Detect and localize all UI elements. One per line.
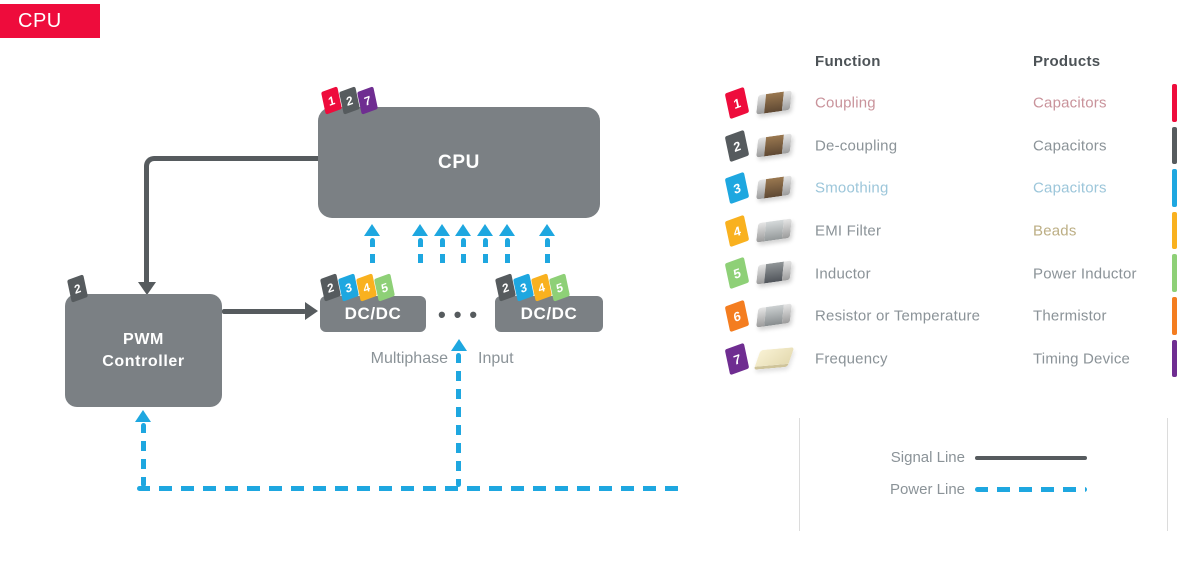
dcdc-right-label: DC/DC (520, 304, 578, 323)
arrow-up-icon (364, 224, 380, 236)
arrow-up-icon (477, 224, 493, 236)
power-line-dash (369, 238, 375, 270)
capacitor-icon (756, 132, 792, 158)
arrow-up-icon (412, 224, 428, 236)
power-arrow-dcdc-to-cpu (477, 224, 493, 270)
dcdc-left-block: DC/DC (320, 296, 426, 332)
signal-line-pwm-to-dcdc (222, 309, 306, 314)
power-line-dash (504, 238, 510, 270)
function-link[interactable]: Smoothing (815, 179, 889, 197)
pwm-controller-label: PWM Controller (102, 330, 185, 370)
power-line-bus (137, 486, 680, 491)
legend-row-frequency: 7 Frequency Timing Device (724, 338, 1180, 381)
arrow-up-icon (451, 339, 467, 351)
pwm-controller-block: PWM Controller (65, 294, 222, 407)
dcdc-right-block: DC/DC (495, 296, 603, 332)
multiphase-label: Multiphase (370, 350, 448, 367)
legend-divider-right (1167, 418, 1168, 531)
power-arrow-dcdc-to-cpu (412, 224, 428, 270)
product-label: Timing Device (1033, 350, 1131, 368)
power-arrow-dcdc-to-cpu (499, 224, 515, 270)
function-label: Frequency (815, 350, 888, 368)
bead-icon (756, 218, 792, 243)
function-label: De-coupling (815, 137, 898, 155)
legend-row-smoothing: 3 Smoothing Capacitors (724, 167, 1180, 210)
legend-row-coupling: 1 Coupling Capacitors (724, 82, 1180, 125)
row-color-bar (1172, 84, 1177, 122)
product-label: Capacitors (1033, 137, 1107, 155)
power-arrow-dcdc-to-cpu (455, 224, 471, 270)
function-label: EMI Filter (815, 222, 882, 240)
products-column-header: Products (1033, 53, 1101, 70)
legend-divider-left (799, 418, 800, 531)
arrow-up-icon (135, 410, 151, 422)
product-link[interactable]: Beads (1033, 222, 1077, 240)
power-line-dash (482, 238, 488, 270)
function-label: Inductor (815, 265, 871, 283)
page-title: CPU (0, 4, 100, 38)
power-line-to-pwm (141, 423, 146, 487)
timing-device-icon (753, 346, 795, 370)
legend-tag-1: 1 (724, 86, 750, 120)
legend-tag-5: 5 (724, 257, 750, 290)
legend-row-emi-filter: 4 EMI Filter Beads (724, 210, 1180, 253)
legend-row-inductor: 5 Inductor Power Inductor (724, 252, 1180, 295)
row-color-bar (1172, 254, 1177, 292)
arrow-up-icon (499, 224, 515, 236)
row-color-bar (1172, 126, 1177, 165)
row-color-bar (1172, 296, 1177, 335)
product-label: Thermistor (1033, 307, 1107, 325)
thermistor-icon (756, 303, 792, 328)
legend-tag-2: 2 (724, 129, 750, 162)
dcdc-left-label: DC/DC (344, 304, 402, 323)
function-label[interactable]: Coupling (815, 94, 876, 112)
arrow-right-icon (305, 302, 318, 320)
legend-row-de-coupling: 2 De-coupling Capacitors (724, 125, 1180, 168)
signal-line-cpu-to-pwm (144, 156, 320, 284)
cpu-block: CPU (318, 107, 600, 218)
arrow-up-icon (455, 224, 471, 236)
product-link[interactable]: Capacitors (1033, 94, 1107, 112)
product-label: Power Inductor (1033, 265, 1137, 283)
input-label: Input (478, 350, 514, 367)
arrow-down-icon (138, 282, 156, 295)
product-link[interactable]: Capacitors (1033, 179, 1107, 197)
row-color-bar (1172, 169, 1177, 207)
arrow-up-icon (434, 224, 450, 236)
row-color-bar (1172, 211, 1177, 250)
row-color-bar (1172, 339, 1177, 378)
legend-table: 1 Coupling Capacitors 2 De-coupling Capa… (724, 82, 1180, 381)
dcdc-ellipsis: ••• (438, 302, 486, 327)
power-arrow-dcdc-to-cpu (434, 224, 450, 270)
inductor-icon (756, 260, 792, 285)
capacitor-icon (756, 90, 792, 115)
function-label: Resistor or Temperature (815, 307, 981, 325)
power-arrow-dcdc-to-cpu (364, 224, 380, 270)
legend-tag-4: 4 (724, 214, 750, 247)
power-line-dash (439, 238, 445, 270)
signal-line-label: Signal Line (890, 449, 965, 466)
power-line-sample (975, 487, 1087, 492)
legend-row-resistor-or-temperature: 6 Resistor or Temperature Thermistor (724, 295, 1180, 338)
function-column-header: Function (815, 53, 881, 70)
power-line-dash (417, 238, 423, 270)
arrow-up-icon (539, 224, 555, 236)
legend-tag-7: 7 (724, 342, 750, 375)
capacitor-icon (756, 175, 792, 200)
power-line-dash (460, 238, 466, 270)
cpu-block-label: CPU (438, 151, 480, 173)
power-arrow-dcdc-to-cpu (539, 224, 555, 270)
power-line-label: Power Line (889, 481, 965, 498)
power-line-input-branch (456, 353, 461, 487)
signal-line-sample (975, 456, 1087, 460)
legend-tag-3: 3 (724, 172, 750, 205)
legend-tag-6: 6 (724, 299, 750, 333)
power-line-dash (544, 238, 550, 270)
